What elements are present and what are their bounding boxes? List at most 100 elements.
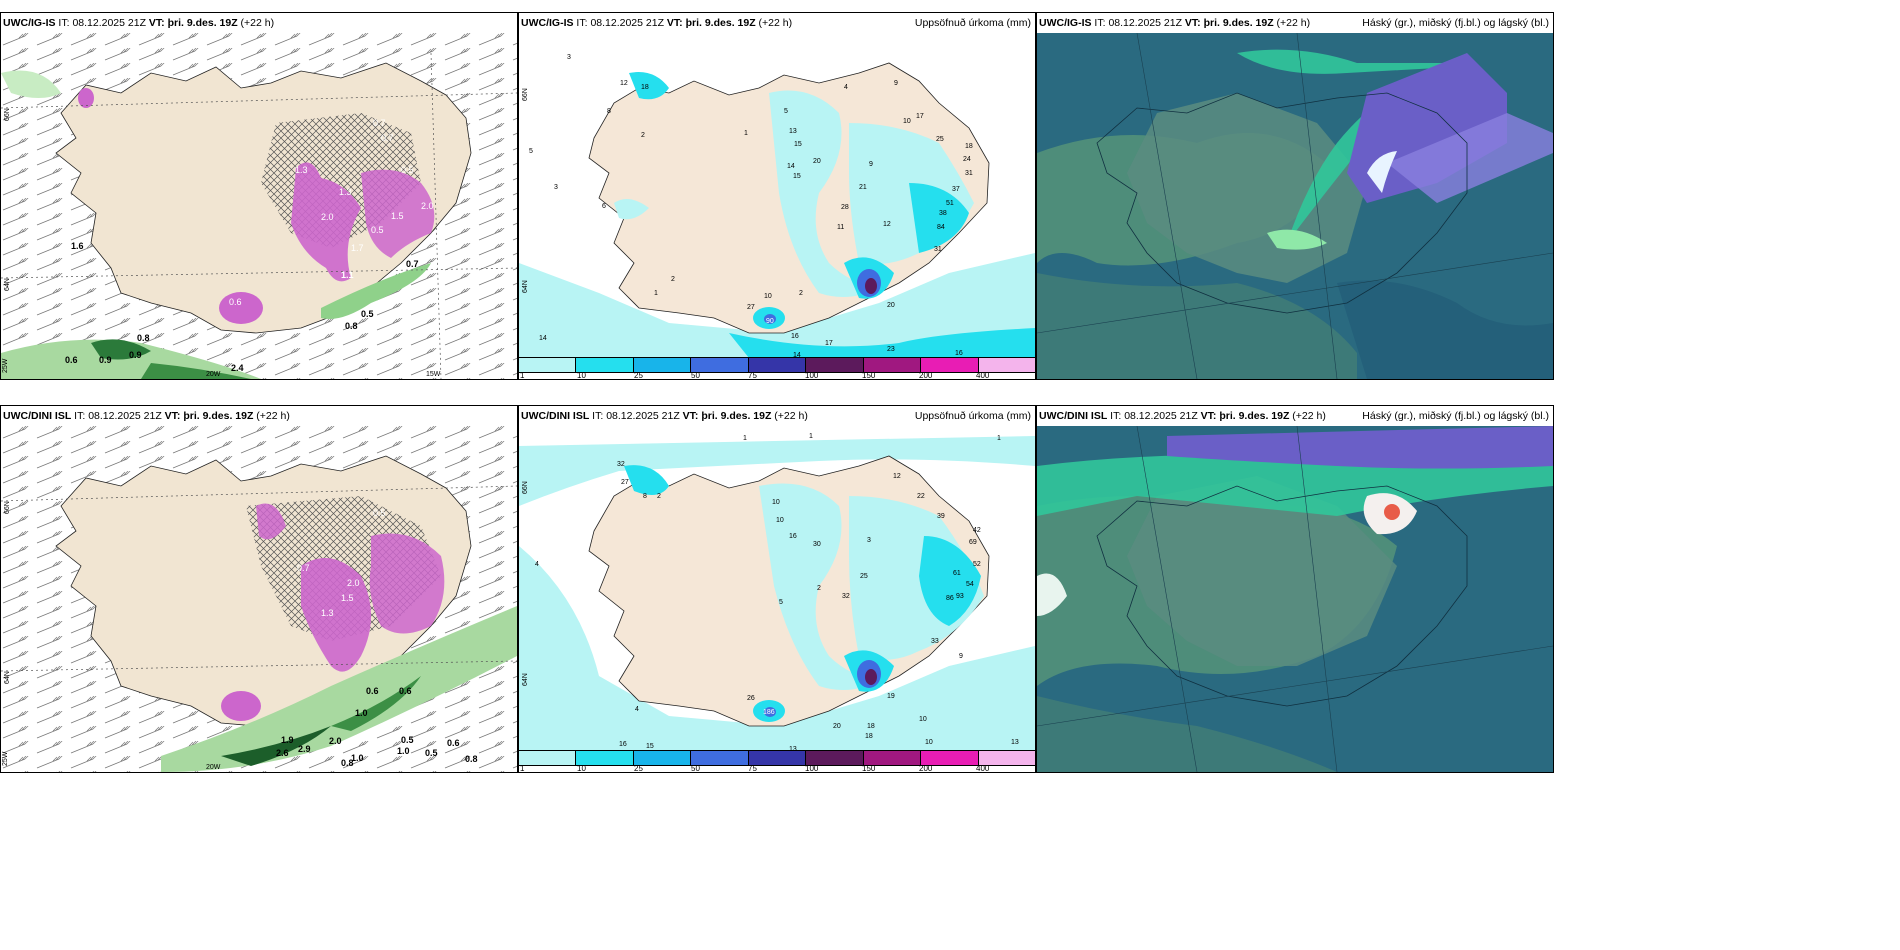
- legend-swatch: [863, 358, 922, 372]
- svg-text:16: 16: [955, 350, 963, 357]
- svg-text:28: 28: [841, 204, 849, 211]
- panel-field-title: Uppsöfnuð úrkoma (mm): [914, 410, 1031, 422]
- legend-swatch: [633, 751, 692, 765]
- svg-text:23: 23: [887, 346, 895, 353]
- panel-header: UWC/IG-IS IT: 08.12.2025 21Z VT: þri. 9.…: [1, 13, 517, 33]
- pv-label: 0.5: [371, 225, 384, 235]
- lon-label: 20W: [206, 371, 221, 378]
- svg-text:5: 5: [529, 148, 533, 155]
- svg-text:13: 13: [789, 128, 797, 135]
- svg-text:1: 1: [654, 290, 658, 297]
- panel-ig-is-clouds: UWC/IG-IS IT: 08.12.2025 21Z VT: þri. 9.…: [1036, 12, 1554, 380]
- legend-tick: 400: [976, 764, 990, 773]
- pv-label: 2.4: [231, 363, 244, 373]
- pv-label: 0.8: [137, 333, 150, 343]
- pv-label: 0.6: [447, 738, 460, 748]
- legend-swatch: [576, 358, 634, 372]
- precip-totals: 4 1 1 1 32 27 8 2 12 22 39 42 69 52 54 6…: [535, 433, 1019, 753]
- pv-label: 0.8: [341, 758, 354, 768]
- pv-label: 1.9: [281, 735, 294, 745]
- legend-swatch: [633, 358, 692, 372]
- pv-label: 0.7: [406, 259, 419, 269]
- svg-text:3: 3: [567, 54, 571, 61]
- legend-tick: 150: [862, 371, 876, 380]
- precip-legend: 1 10 25 50 75 100 150 200 400: [519, 750, 1035, 772]
- map-wind: 66N 64N 25W 20W 15W 0.8 0.9 0.6 1.1 0.8 …: [1, 33, 517, 379]
- svg-text:30: 30: [813, 541, 821, 548]
- svg-text:84: 84: [937, 224, 945, 231]
- legend-tick: 1: [520, 371, 525, 380]
- legend-tick: 400: [976, 371, 990, 380]
- legend-tick: 200: [919, 764, 933, 773]
- pv-label: 0.8: [465, 754, 478, 764]
- svg-text:16: 16: [791, 333, 799, 340]
- pv-label: 1.3: [321, 608, 334, 618]
- svg-text:16: 16: [789, 533, 797, 540]
- svg-text:2: 2: [671, 276, 675, 283]
- svg-text:18: 18: [865, 733, 873, 740]
- svg-text:6: 6: [602, 203, 606, 210]
- pv-label: 0.6: [65, 355, 78, 365]
- svg-text:186: 186: [763, 709, 775, 716]
- pv-label: 0.7: [373, 118, 386, 128]
- pv-label: 0.8: [345, 321, 358, 331]
- pv-label: 0.9: [99, 355, 112, 365]
- svg-text:1: 1: [997, 435, 1001, 442]
- svg-text:17: 17: [825, 340, 833, 347]
- pv-label: 0.5: [373, 508, 386, 518]
- pv-label: 0.5: [401, 165, 414, 175]
- svg-text:32: 32: [842, 593, 850, 600]
- svg-text:1: 1: [744, 130, 748, 137]
- pv-label: 0.9: [129, 350, 142, 360]
- legend-swatch: [978, 358, 1035, 372]
- legend-tick: 100: [805, 764, 819, 773]
- svg-text:37: 37: [952, 186, 960, 193]
- pv-label: 1.3: [295, 165, 308, 175]
- pv-label: 0.7: [381, 133, 394, 143]
- svg-text:3: 3: [554, 184, 558, 191]
- legend-tick: 10: [577, 764, 586, 773]
- svg-text:27: 27: [621, 479, 629, 486]
- svg-text:10: 10: [925, 739, 933, 746]
- lat-label: 64N: [522, 673, 529, 686]
- panel-field-title: Háský (gr.), miðský (fj.bl.) og lágský (…: [1362, 17, 1549, 29]
- lat-label: 66N: [4, 108, 11, 121]
- svg-text:14: 14: [787, 163, 795, 170]
- svg-text:14: 14: [539, 335, 547, 342]
- svg-text:20: 20: [813, 158, 821, 165]
- panel-dini-wind: UWC/DINI ISL IT: 08.12.2025 21Z VT: þri.…: [0, 405, 518, 773]
- svg-text:4: 4: [635, 706, 639, 713]
- svg-text:31: 31: [934, 246, 942, 253]
- svg-text:52: 52: [973, 561, 981, 568]
- pv-label: 1.5: [341, 593, 354, 603]
- pv-label: 1.3: [339, 187, 352, 197]
- svg-text:22: 22: [917, 493, 925, 500]
- svg-text:2: 2: [641, 132, 645, 139]
- svg-text:90: 90: [766, 318, 774, 325]
- legend-swatch: [519, 358, 577, 372]
- svg-text:9: 9: [894, 80, 898, 87]
- map-clouds: [1037, 426, 1553, 772]
- pv-label: 2.0: [421, 201, 434, 211]
- svg-text:4: 4: [844, 84, 848, 91]
- svg-text:42: 42: [973, 527, 981, 534]
- svg-text:27: 27: [747, 304, 755, 311]
- svg-text:18: 18: [641, 84, 649, 91]
- legend-tick: 100: [805, 371, 819, 380]
- lon-label: 25W: [2, 751, 9, 766]
- svg-text:13: 13: [1011, 739, 1019, 746]
- svg-text:21: 21: [859, 184, 867, 191]
- svg-text:4: 4: [535, 561, 539, 568]
- panel-header: UWC/DINI ISL IT: 08.12.2025 21Z VT: þri.…: [1, 406, 517, 426]
- pv-label: 1.0: [351, 753, 364, 763]
- pv-label: 0.6: [366, 686, 379, 696]
- legend-swatch: [748, 358, 807, 372]
- svg-text:3: 3: [867, 537, 871, 544]
- pv-label: 0.5: [361, 309, 374, 319]
- svg-text:18: 18: [867, 723, 875, 730]
- svg-text:31: 31: [965, 170, 973, 177]
- panel-header: UWC/IG-IS IT: 08.12.2025 21Z VT: þri. 9.…: [519, 13, 1035, 33]
- panel-dini-clouds: UWC/DINI ISL IT: 08.12.2025 21Z VT: þri.…: [1036, 405, 1554, 773]
- svg-text:8: 8: [643, 493, 647, 500]
- lat-label: 66N: [522, 481, 529, 494]
